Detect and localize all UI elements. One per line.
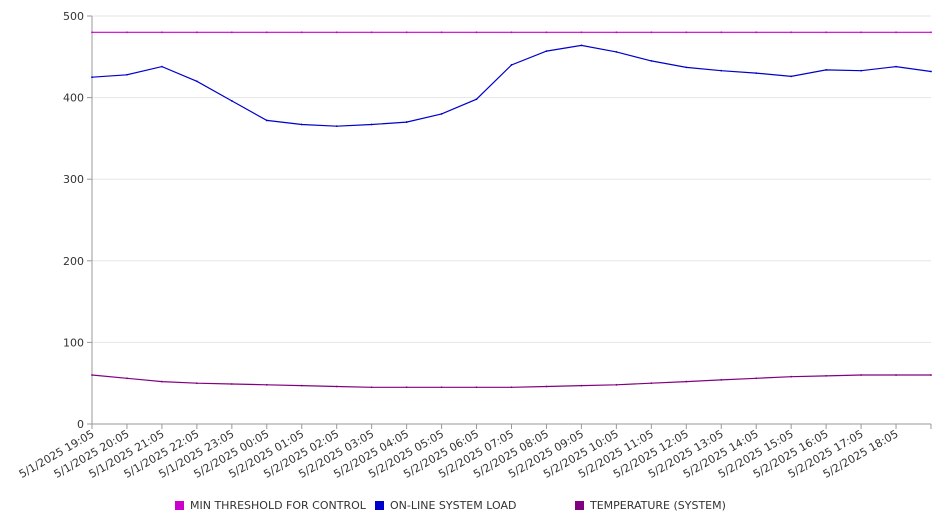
data-point-min-threshold-for-control — [161, 31, 163, 34]
data-point-min-threshold-for-control — [580, 31, 583, 34]
data-point-min-threshold-for-control — [790, 31, 793, 34]
data-point-on-line-system-load — [230, 99, 233, 102]
data-point-temperature-system — [265, 383, 268, 386]
y-tick-label: 0 — [77, 418, 84, 431]
data-point-min-threshold-for-control — [91, 31, 93, 34]
data-point-min-threshold-for-control — [860, 31, 862, 34]
data-point-min-threshold-for-control — [510, 31, 513, 34]
data-point-on-line-system-load — [161, 65, 163, 68]
data-point-min-threshold-for-control — [825, 31, 828, 34]
data-point-on-line-system-load — [475, 98, 478, 101]
data-point-min-threshold-for-control — [475, 31, 478, 34]
data-point-temperature-system — [510, 386, 513, 389]
y-tick-label: 400 — [63, 92, 84, 105]
data-point-min-threshold-for-control — [230, 31, 233, 34]
legend-label-temperature: TEMPERATURE (SYSTEM) — [590, 498, 726, 512]
data-point-on-line-system-load — [650, 59, 653, 62]
legend-swatch-min-threshold — [175, 500, 184, 510]
data-point-on-line-system-load — [126, 73, 128, 76]
data-point-temperature-system — [825, 374, 828, 377]
data-point-temperature-system — [580, 384, 583, 387]
data-point-temperature-system — [475, 386, 478, 389]
data-point-temperature-system — [161, 380, 163, 383]
series-line-on-line-system-load — [91, 44, 932, 127]
legend-item-min-threshold: MIN THRESHOLD FOR CONTROL — [175, 497, 366, 513]
data-point-temperature-system — [405, 386, 408, 389]
y-tick-label: 500 — [63, 10, 84, 23]
data-point-temperature-system — [300, 384, 303, 387]
data-point-temperature-system — [615, 383, 618, 386]
data-point-on-line-system-load — [615, 51, 618, 53]
data-point-on-line-system-load — [755, 72, 758, 75]
data-point-min-threshold-for-control — [440, 31, 443, 34]
data-point-min-threshold-for-control — [265, 31, 268, 34]
data-point-on-line-system-load — [195, 80, 198, 83]
legend-label-min-threshold: MIN THRESHOLD FOR CONTROL — [190, 498, 366, 512]
data-point-temperature-system — [195, 382, 198, 385]
data-point-on-line-system-load — [440, 113, 443, 115]
data-point-on-line-system-load — [930, 70, 932, 73]
data-point-min-threshold-for-control — [300, 31, 303, 34]
legend-item-system-load: ON-LINE SYSTEM LOAD — [375, 497, 516, 513]
legend-label-system-load: ON-LINE SYSTEM LOAD — [390, 498, 517, 512]
data-point-temperature-system — [895, 374, 897, 376]
data-point-on-line-system-load — [405, 121, 408, 123]
data-point-temperature-system — [755, 377, 758, 380]
data-point-temperature-system — [440, 386, 443, 389]
data-point-min-threshold-for-control — [545, 31, 548, 34]
data-point-temperature-system — [790, 375, 793, 378]
data-point-temperature-system — [720, 379, 723, 381]
data-point-temperature-system — [930, 374, 932, 376]
legend-swatch-temperature — [575, 500, 584, 510]
data-point-min-threshold-for-control — [930, 31, 932, 34]
data-point-min-threshold-for-control — [126, 31, 128, 34]
data-point-min-threshold-for-control — [720, 31, 723, 34]
data-point-on-line-system-load — [370, 123, 373, 126]
data-point-on-line-system-load — [335, 125, 338, 128]
data-point-temperature-system — [91, 374, 93, 376]
series-line-temperature-system — [91, 374, 931, 388]
data-point-on-line-system-load — [895, 65, 897, 68]
data-point-temperature-system — [230, 383, 233, 385]
y-tick-label: 100 — [63, 336, 84, 349]
legend: MIN THRESHOLD FOR CONTROL ON-LINE SYSTEM… — [0, 497, 946, 515]
data-point-on-line-system-load — [265, 119, 268, 122]
data-point-on-line-system-load — [825, 68, 828, 71]
data-point-min-threshold-for-control — [615, 31, 618, 34]
data-point-min-threshold-for-control — [755, 31, 758, 34]
data-point-min-threshold-for-control — [895, 31, 897, 34]
data-point-temperature-system — [545, 385, 548, 388]
data-point-min-threshold-for-control — [370, 31, 373, 34]
data-point-on-line-system-load — [300, 123, 303, 126]
data-point-temperature-system — [650, 382, 653, 385]
y-tick-label: 200 — [63, 255, 84, 268]
data-point-on-line-system-load — [545, 50, 548, 52]
data-point-on-line-system-load — [790, 75, 793, 78]
data-point-min-threshold-for-control — [335, 31, 338, 34]
data-point-min-threshold-for-control — [650, 31, 653, 34]
data-point-temperature-system — [860, 374, 862, 376]
data-point-temperature-system — [685, 380, 688, 383]
data-point-on-line-system-load — [860, 69, 862, 72]
data-point-temperature-system — [126, 377, 128, 380]
data-point-temperature-system — [370, 386, 373, 389]
data-point-min-threshold-for-control — [195, 31, 198, 34]
data-point-on-line-system-load — [510, 64, 513, 66]
data-point-on-line-system-load — [720, 69, 723, 72]
data-point-temperature-system — [335, 385, 338, 388]
data-point-min-threshold-for-control — [405, 31, 408, 34]
data-point-on-line-system-load — [685, 66, 688, 69]
data-point-on-line-system-load — [580, 44, 583, 47]
data-point-on-line-system-load — [91, 76, 93, 79]
y-tick-label: 300 — [63, 173, 84, 186]
data-point-min-threshold-for-control — [685, 31, 688, 34]
legend-item-temperature: TEMPERATURE (SYSTEM) — [575, 497, 726, 513]
legend-swatch-system-load — [375, 500, 384, 510]
